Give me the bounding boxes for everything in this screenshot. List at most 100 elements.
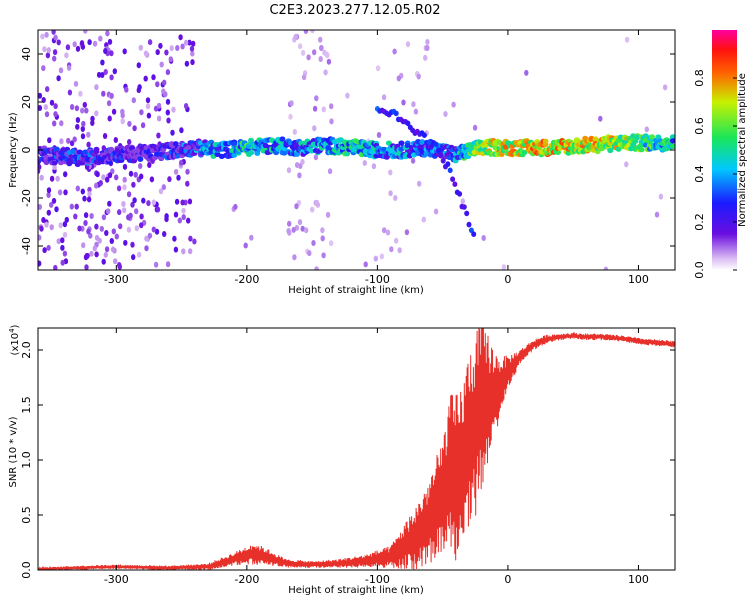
spectrogram-speckle	[136, 62, 141, 69]
spectrogram-speckle	[122, 184, 127, 191]
spectrogram-speckle	[156, 102, 162, 109]
spectrogram-speckle	[62, 231, 68, 238]
spectrogram-speckle	[126, 226, 132, 233]
spectrogram-speckle	[49, 224, 54, 231]
spectrogram-speckle	[49, 99, 55, 106]
spectrogram-speckle	[328, 240, 334, 247]
spectrogram-speckle	[176, 174, 181, 181]
spectrogram-speckle	[81, 120, 86, 127]
spectrogram-speckle	[410, 157, 416, 164]
spectrogram-speckle	[137, 251, 142, 258]
spectrogram-speckle	[147, 39, 153, 46]
y-tick-label: 0.0	[20, 561, 33, 579]
spectrogram-speckle	[162, 231, 167, 237]
spectrogram-speckle	[170, 129, 175, 136]
spectrogram-speckle	[165, 109, 170, 116]
spectrogram-speckle	[122, 163, 128, 170]
spectrogram-speckle	[104, 230, 109, 236]
spectrogram-ridge-mark	[294, 151, 300, 157]
spectrogram-speckle	[117, 263, 123, 270]
snr-scale-exponent: 4	[8, 328, 16, 333]
spectrogram-speckle	[56, 75, 61, 82]
x-tick-label: -300	[104, 573, 129, 586]
spectrogram-speckle	[120, 108, 125, 115]
spectrogram-speckle	[57, 189, 63, 196]
spectrogram-speckle	[46, 47, 51, 54]
spectrogram-speckle	[363, 261, 368, 268]
spectrogram-speckle	[44, 31, 49, 38]
spectrogram-speckle	[80, 107, 85, 114]
spectrogram-speckle	[173, 211, 179, 218]
spectrogram-speckle	[75, 123, 80, 130]
spectrogram-speckle	[46, 244, 51, 251]
spectrogram-speckle	[60, 244, 65, 251]
spectrogram-speckle	[106, 208, 111, 215]
spectrogram-speckle	[58, 67, 64, 74]
spectrogram-speckle	[41, 217, 46, 223]
spectrogram-branch-mark	[393, 110, 399, 117]
spectrogram-speckle	[161, 184, 166, 191]
spectrogram-speckle	[80, 43, 86, 50]
spectrogram-speckle	[112, 68, 118, 75]
x-tick-label: -200	[234, 273, 259, 286]
spectrogram-speckle	[379, 253, 385, 260]
spectrogram-branch-mark	[450, 176, 456, 182]
spectrogram-speckle	[314, 95, 319, 102]
spectrogram-speckle	[603, 266, 609, 270]
spectrogram-speckle	[164, 216, 169, 223]
spectrogram-speckle	[120, 118, 125, 125]
spectrogram-speckle	[66, 137, 71, 144]
spectrogram-speckle	[46, 192, 51, 198]
spectrogram-speckle	[110, 246, 116, 253]
spectrogram-speckle	[107, 115, 112, 122]
spectrogram-speckle	[86, 131, 91, 138]
spectrogram-speckle	[166, 117, 171, 124]
spectrogram-branch-mark	[428, 144, 434, 150]
spectrogram-x-axis: -300 -200 -100 0 100	[104, 30, 649, 286]
y-tick-label: 1.0	[20, 451, 33, 469]
spectrogram-speckle	[83, 254, 89, 261]
spectrogram-branch-mark	[457, 191, 463, 197]
spectrogram-speckle	[75, 45, 81, 52]
colorbar: 0.0 0.2 0.4 0.6 0.8 Normalized spectral ampl…	[693, 30, 748, 279]
spectrogram-speckle	[156, 115, 162, 122]
spectrogram-speckle	[169, 45, 174, 52]
spectrogram-speckle	[185, 180, 190, 187]
spectrogram-speckle	[371, 163, 377, 170]
spectrogram-branch-mark	[466, 221, 472, 228]
spectrogram-speckle	[301, 74, 307, 81]
spectrogram-speckle	[310, 30, 315, 34]
spectrogram-speckle	[644, 126, 649, 133]
spectrogram-speckle	[94, 234, 100, 241]
spectrogram-speckle	[80, 133, 86, 140]
spectrogram-speckle	[167, 176, 172, 183]
spectrogram-branch-mark	[426, 139, 432, 146]
spectrogram-speckle	[145, 97, 151, 104]
spectrogram-speckle	[501, 264, 507, 270]
spectrogram-speckle	[66, 64, 72, 71]
spectrogram-speckle	[105, 176, 110, 183]
spectrogram-ridge-mark	[607, 147, 614, 154]
spectrogram-speckle	[472, 124, 478, 131]
spectrogram-speckle	[89, 213, 94, 219]
spectrogram-speckle	[143, 50, 149, 57]
spectrogram-speckle	[46, 187, 52, 194]
spectrogram-speckle	[49, 175, 55, 182]
spectrogram-speckle	[40, 33, 45, 40]
spectrogram-speckle	[188, 235, 193, 242]
y-tick-label: -20	[20, 189, 33, 207]
spectrogram-speckle	[155, 81, 160, 88]
spectrogram-speckle	[162, 79, 167, 86]
spectrogram-branch-mark	[438, 151, 444, 158]
spectrogram-speckle	[106, 100, 112, 107]
spectrogram-speckle	[46, 209, 51, 216]
spectrogram-speckle	[109, 238, 115, 244]
spectrogram-speckle	[397, 247, 402, 254]
spectrogram-speckle	[59, 138, 64, 145]
x-tick-label: -100	[365, 273, 390, 286]
spectrogram-ridge-mark	[231, 141, 238, 147]
spectrogram-speckle	[323, 69, 328, 76]
spectrogram-speckle	[86, 196, 92, 203]
spectrogram-speckle	[423, 54, 428, 61]
